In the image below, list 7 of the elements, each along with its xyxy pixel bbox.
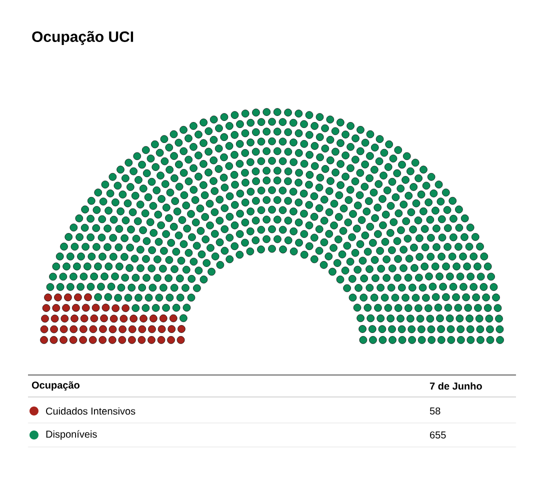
category-label: Cuidados Intensivos (46, 407, 136, 415)
data-label: 655 (430, 431, 446, 439)
category-label: Disponíveis (46, 430, 97, 440)
text: Ocupação UCI (32, 31, 134, 45)
text: 7 de Junho (430, 382, 482, 390)
data-label: 58 (430, 407, 440, 415)
legend-title: Ocupação (32, 381, 80, 391)
